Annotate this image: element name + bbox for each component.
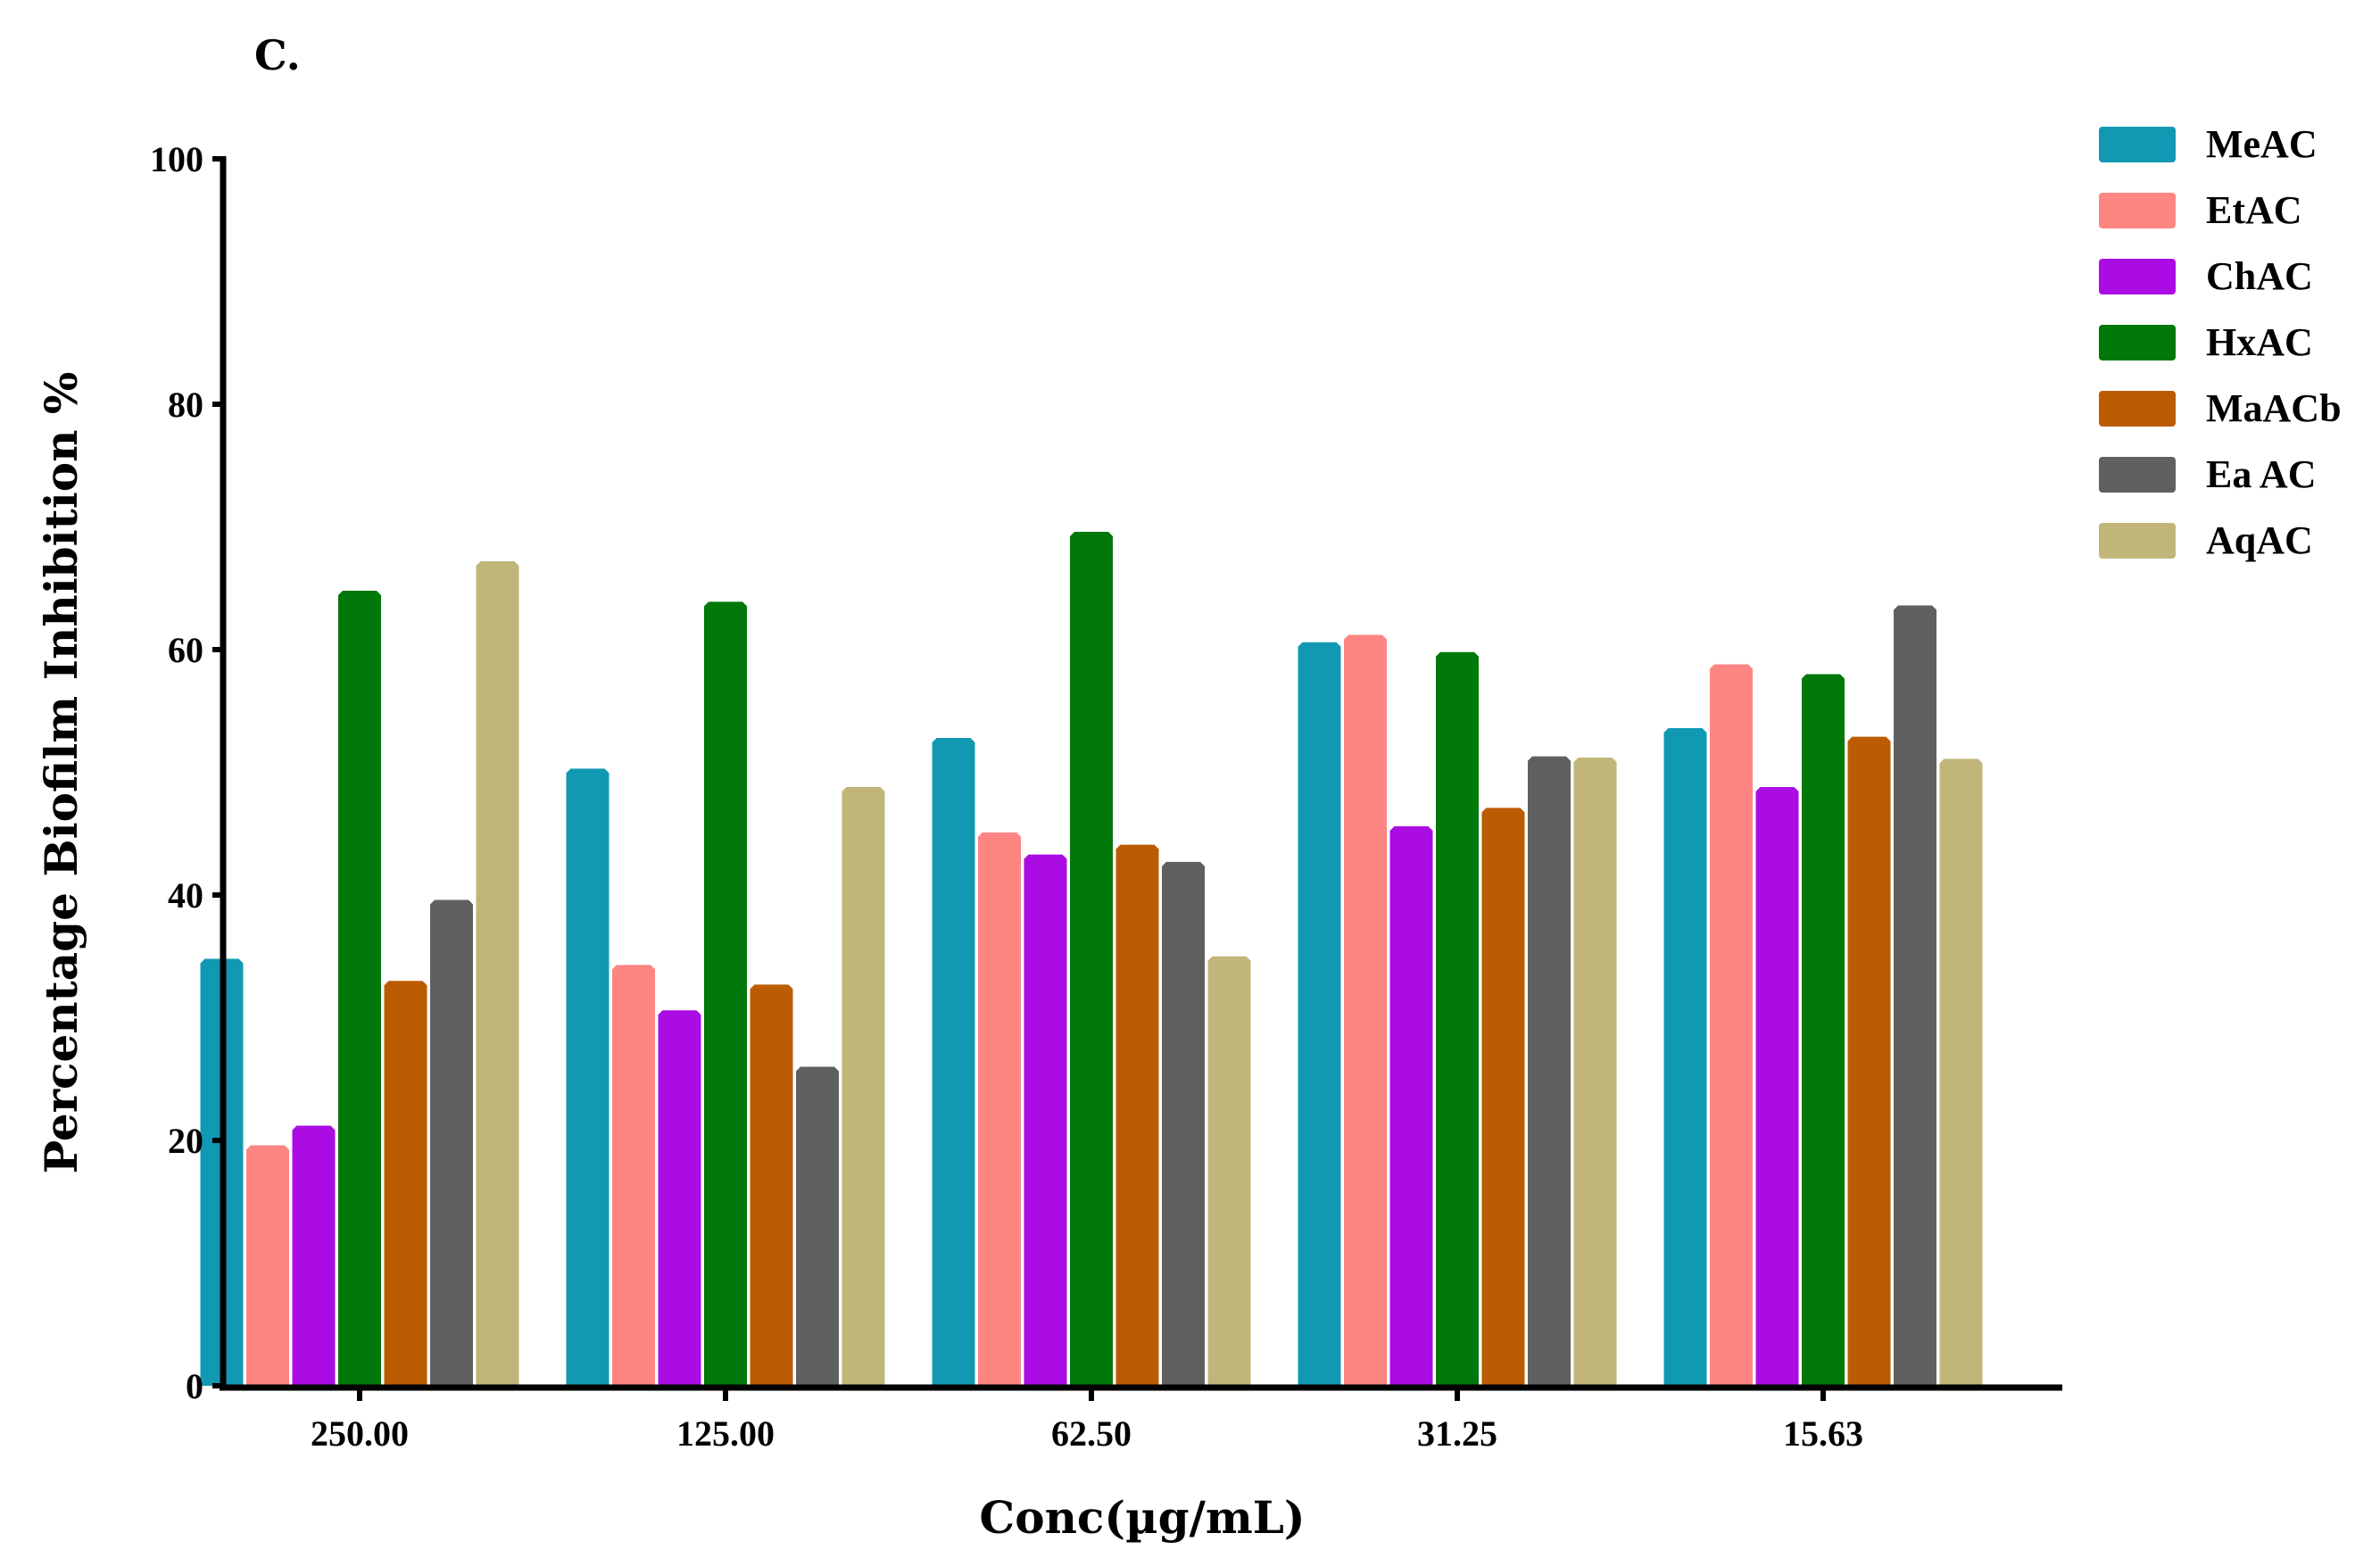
bar-maacb-250_00 xyxy=(384,981,427,1386)
bar-hxac-31_25 xyxy=(1436,651,1479,1386)
bar-eaac-250_00 xyxy=(430,899,473,1386)
legend-label-hxac: HxAC xyxy=(2206,320,2313,364)
bar-aqac-125_00 xyxy=(842,787,885,1386)
bar-meac-15_63 xyxy=(1663,728,1707,1386)
bar-eaac-125_00 xyxy=(796,1066,839,1386)
bar-meac-62_50 xyxy=(932,738,975,1386)
bar-chac-31_25 xyxy=(1389,826,1433,1386)
bars-group xyxy=(200,532,1983,1386)
bar-eaac-15_63 xyxy=(1894,605,1936,1386)
legend-swatch-eaac xyxy=(2099,457,2176,493)
x-tick-label: 62.50 xyxy=(1051,1413,1132,1454)
bar-maacb-31_25 xyxy=(1481,808,1525,1386)
legend: MeAC EtAC ChAC HxAC MaACb Ea AC AqAC xyxy=(2099,122,2342,562)
x-tick-label: 250.00 xyxy=(311,1413,409,1454)
legend-label-maacb: MaACb xyxy=(2206,386,2342,430)
bar-maacb-15_63 xyxy=(1847,736,1891,1386)
bar-meac-125_00 xyxy=(566,768,610,1386)
bar-etac-250_00 xyxy=(246,1145,289,1386)
x-ticks-group: 250.00 125.00 62.50 31.25 15.63 xyxy=(311,1388,1863,1454)
legend-label-etac: EtAC xyxy=(2206,188,2302,232)
x-tick-label: 15.63 xyxy=(1783,1413,1863,1454)
axes-group xyxy=(220,156,2062,1391)
bar-etac-15_63 xyxy=(1710,664,1753,1386)
bar-hxac-250_00 xyxy=(338,591,381,1386)
y-tick-label: 0 xyxy=(186,1366,203,1406)
y-tick-label: 20 xyxy=(168,1121,203,1161)
y-tick-label: 100 xyxy=(150,139,203,179)
bar-maacb-125_00 xyxy=(750,984,793,1386)
bar-maacb-62_50 xyxy=(1115,844,1159,1386)
bar-aqac-31_25 xyxy=(1573,758,1617,1386)
legend-label-meac: MeAC xyxy=(2206,122,2318,166)
bar-hxac-15_63 xyxy=(1802,674,1845,1386)
bar-etac-125_00 xyxy=(612,965,655,1386)
bar-aqac-62_50 xyxy=(1207,956,1251,1386)
bar-etac-62_50 xyxy=(978,832,1021,1386)
legend-swatch-chac xyxy=(2099,259,2176,294)
bar-chac-250_00 xyxy=(292,1125,336,1386)
legend-label-eaac: Ea AC xyxy=(2206,452,2316,496)
legend-swatch-aqac xyxy=(2099,523,2176,559)
y-axis-title: Percentage Biofilm Inhibition % xyxy=(35,372,87,1174)
bar-chac-125_00 xyxy=(658,1010,701,1386)
bar-hxac-125_00 xyxy=(704,601,747,1386)
y-tick-label: 60 xyxy=(168,630,203,670)
bar-chac-15_63 xyxy=(1755,787,1799,1386)
legend-swatch-etac xyxy=(2099,193,2176,228)
bar-eaac-62_50 xyxy=(1162,861,1205,1386)
bar-aqac-15_63 xyxy=(1939,758,1983,1386)
x-axis-title: Conc(µg/mL) xyxy=(979,1491,1305,1544)
y-ticks-group: 0 20 40 60 80 100 xyxy=(150,139,223,1406)
bar-meac-31_25 xyxy=(1298,642,1341,1386)
x-tick-label: 125.00 xyxy=(676,1413,775,1454)
legend-label-aqac: AqAC xyxy=(2206,518,2313,562)
bar-aqac-250_00 xyxy=(476,561,519,1386)
panel-label: C. xyxy=(254,31,301,79)
bar-eaac-31_25 xyxy=(1528,756,1571,1386)
y-tick-label: 80 xyxy=(168,385,203,425)
legend-swatch-maacb xyxy=(2099,391,2176,427)
legend-swatch-hxac xyxy=(2099,325,2176,360)
legend-swatch-meac xyxy=(2099,127,2176,162)
legend-label-chac: ChAC xyxy=(2206,254,2313,298)
bar-etac-31_25 xyxy=(1344,634,1387,1386)
bar-hxac-62_50 xyxy=(1070,532,1113,1386)
y-tick-label: 40 xyxy=(168,875,203,916)
x-tick-label: 31.25 xyxy=(1417,1413,1497,1454)
bar-chac-62_50 xyxy=(1024,854,1067,1386)
